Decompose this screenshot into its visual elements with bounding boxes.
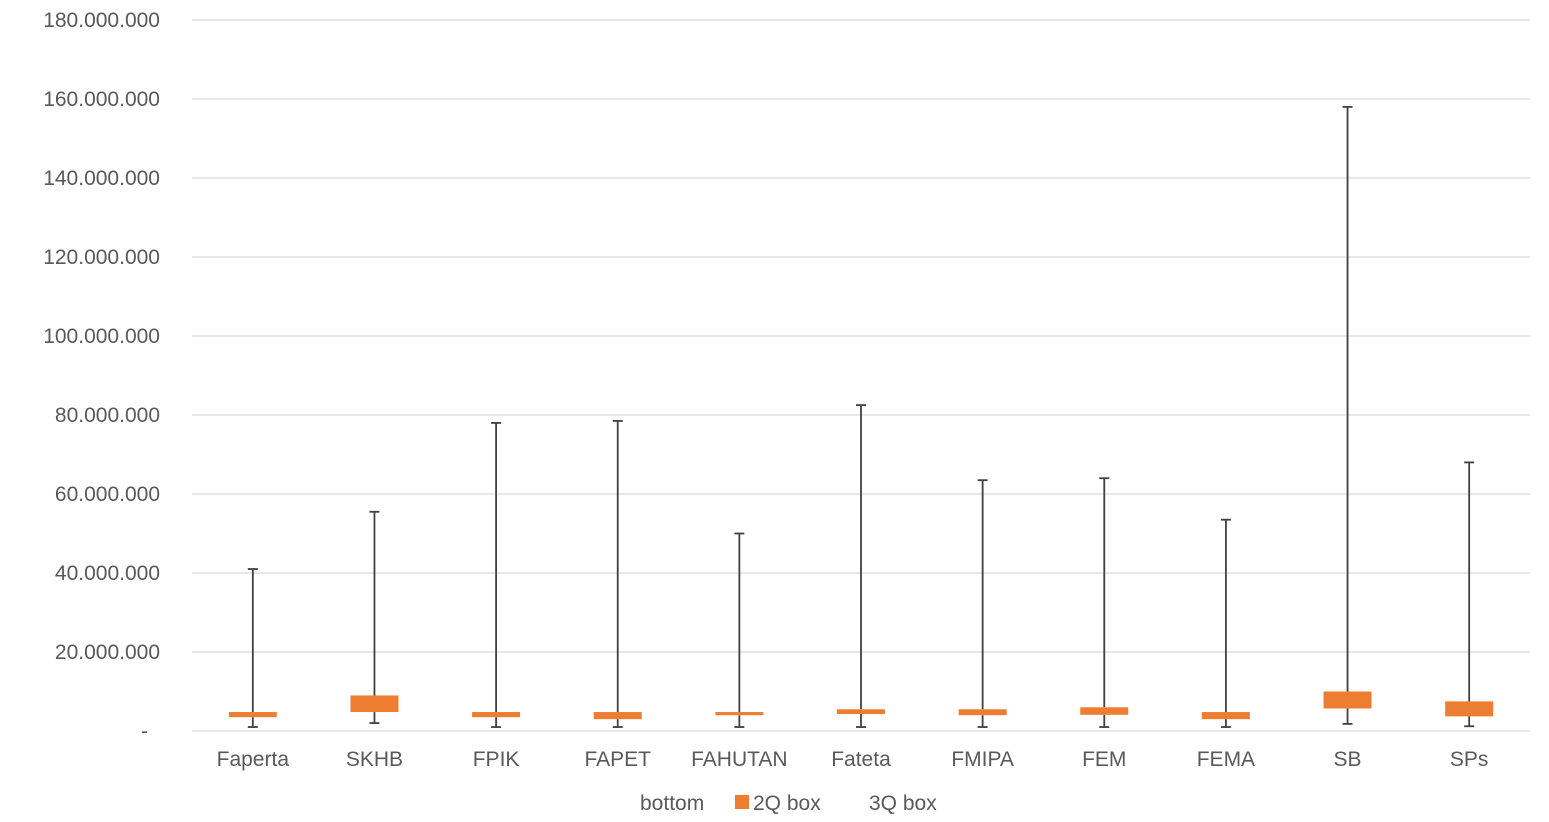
y-axis-tick-labels: - 20.000.000 40.000.000 60.000.000 80.000.00… (43, 9, 160, 743)
legend-swatch-2q (735, 795, 749, 809)
legend-label-2q: 2Q box (753, 792, 821, 815)
box-group (350, 510, 399, 724)
box (1323, 691, 1372, 709)
category-label: SKHB (346, 748, 403, 771)
box (593, 712, 642, 720)
box-group (228, 568, 277, 728)
x-axis-category-labels: Faperta SKHB FPIK FAPET FAHUTAN Fateta FMIPA FE… (217, 748, 1489, 771)
box-group (837, 404, 885, 728)
legend: bottom 2Q box 3Q box (640, 792, 937, 815)
category-label: SB (1334, 748, 1362, 771)
box-group (1445, 461, 1494, 728)
box-group (715, 532, 764, 728)
box (1201, 712, 1250, 720)
y-tick-label: 120.000.000 (43, 246, 160, 269)
box (837, 709, 885, 715)
box (715, 712, 764, 716)
legend-label-bottom: bottom (640, 792, 704, 815)
category-label: Faperta (217, 748, 290, 771)
category-label: SPs (1450, 748, 1489, 771)
box-group (593, 420, 642, 728)
category-label: FAHUTAN (691, 748, 787, 771)
category-label: FEM (1082, 748, 1126, 771)
category-label: FMIPA (951, 748, 1014, 771)
box-group (1080, 477, 1129, 728)
y-tick-label: 40.000.000 (55, 562, 160, 585)
y-tick-label: 180.000.000 (43, 9, 160, 32)
box (472, 712, 521, 718)
box (350, 695, 399, 713)
box (1080, 707, 1129, 715)
category-label: FAPET (584, 748, 651, 771)
box-group (472, 421, 521, 728)
y-tick-label: 160.000.000 (43, 88, 160, 111)
legend-label-3q: 3Q box (869, 792, 937, 815)
box-group (1323, 106, 1372, 725)
boxes (228, 106, 1494, 728)
box (228, 712, 277, 718)
y-tick-label: 100.000.000 (43, 325, 160, 348)
y-tick-label: - (141, 720, 148, 743)
y-tick-label: 60.000.000 (55, 483, 160, 506)
y-tick-label: 140.000.000 (43, 167, 160, 190)
category-label: FEMA (1197, 748, 1255, 771)
y-tick-label: 20.000.000 (55, 641, 160, 664)
box (958, 709, 1007, 716)
box (1445, 701, 1494, 717)
y-tick-label: 80.000.000 (55, 404, 160, 427)
category-label: FPIK (473, 748, 520, 771)
box-group (1201, 518, 1250, 728)
box-group (958, 479, 1007, 728)
category-label: Fateta (831, 748, 891, 771)
